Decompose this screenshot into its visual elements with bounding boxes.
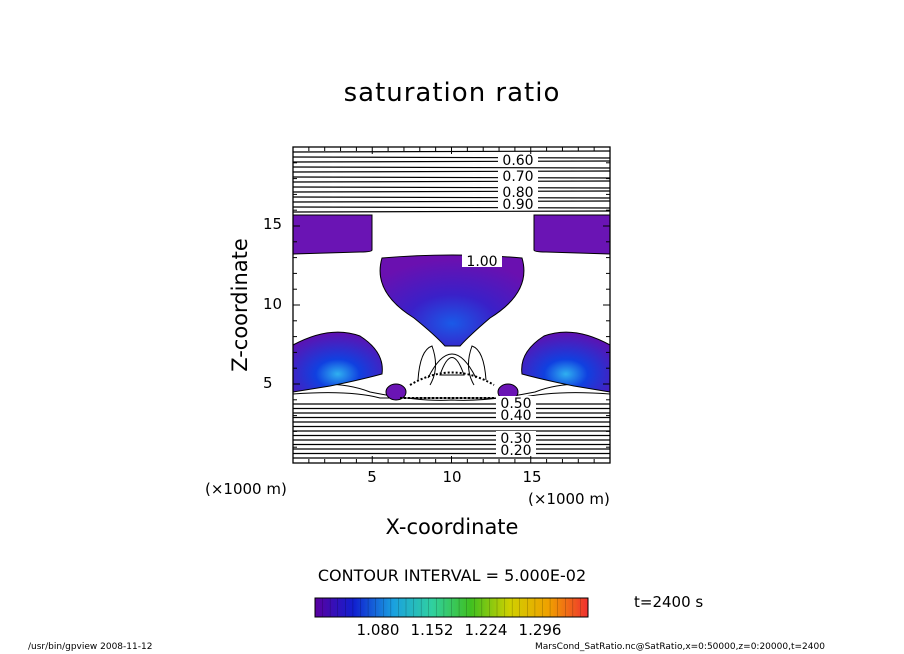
contour-line	[293, 392, 610, 399]
contour-label: 0.70	[502, 169, 533, 185]
colorbar-tick-label: 1.152	[410, 621, 454, 639]
footer-source: MarsCond_SatRatio.nc@SatRatio,x=0:50000,…	[535, 642, 825, 652]
contour-label: 0.90	[502, 197, 533, 213]
contour-line	[427, 353, 477, 379]
contour-line	[409, 371, 495, 386]
contour-line	[417, 345, 436, 386]
contour-line	[293, 196, 610, 199]
footer-program-date: /usr/bin/gpview 2008-11-12	[28, 642, 153, 652]
contour-line	[439, 357, 465, 376]
chart-title: saturation ratio	[343, 78, 561, 108]
contour-line	[293, 160, 610, 163]
contour-label: 0.40	[500, 408, 531, 424]
y-tick-label: 5	[263, 374, 273, 392]
supersaturation-region-center	[379, 254, 525, 347]
contour-line	[293, 166, 610, 169]
colorbar-gradient	[314, 597, 589, 618]
contour-line	[293, 170, 610, 173]
colorbar-tick-label: 1.080	[356, 621, 400, 639]
x-unit-note: (×1000 m)	[528, 490, 610, 508]
time-label: t=2400 s	[634, 593, 704, 611]
x-tick-label: 5	[367, 468, 377, 486]
x-tick-label: 10	[442, 468, 462, 486]
contour-line	[293, 186, 610, 189]
supersaturation-region-lower-right	[521, 331, 610, 393]
contour-line	[468, 345, 487, 386]
y-tick-label: 10	[263, 295, 283, 313]
contour-label: 1.00	[466, 254, 497, 270]
colorbar-tick-label: 1.224	[464, 621, 508, 639]
y-axis-label: Z-coordinate	[228, 238, 252, 372]
contour-line	[293, 210, 610, 213]
supersaturation-region-lower-left	[293, 331, 383, 393]
supersaturation-region-upper-right	[533, 214, 610, 255]
contour-line	[293, 190, 610, 193]
contour-line	[293, 156, 610, 159]
supersaturation-region-small-left	[385, 383, 407, 401]
y-unit-note: (×1000 m)	[205, 480, 287, 498]
colorbar-tick-label: 1.296	[518, 621, 562, 639]
x-axis-label: X-coordinate	[385, 515, 519, 539]
contour-line	[293, 383, 610, 401]
y-tick-label: 15	[263, 215, 283, 233]
contour-label: 0.20	[500, 443, 531, 459]
contour-interval-label: CONTOUR INTERVAL = 5.000E-02	[317, 566, 587, 585]
supersaturation-region-upper-left	[293, 214, 373, 255]
x-tick-label: 15	[522, 468, 542, 486]
contour-label: 0.60	[502, 153, 533, 169]
contour-line	[293, 176, 610, 179]
contour-line	[293, 180, 610, 183]
colorbar	[314, 597, 589, 618]
contour-line	[293, 206, 610, 209]
contour-line	[293, 200, 610, 203]
